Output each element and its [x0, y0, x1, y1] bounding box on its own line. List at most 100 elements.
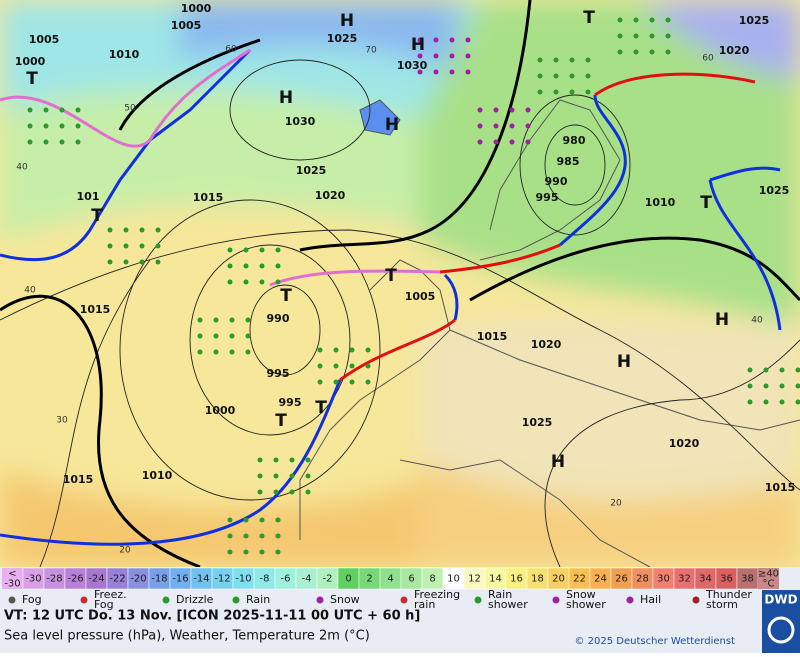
weather-symbol	[334, 348, 339, 353]
pressure-label: 1020	[531, 338, 562, 351]
pressure-label: 1015	[80, 303, 111, 316]
pressure-center: T	[583, 8, 595, 28]
weather-symbol	[554, 58, 559, 63]
pressure-label: 1030	[285, 115, 316, 128]
scale-label: 4	[387, 574, 393, 585]
grid-label: 50	[124, 104, 136, 114]
weather-legend-label: Drizzle	[176, 593, 214, 606]
weather-symbol	[28, 108, 33, 113]
weather-symbol	[258, 458, 263, 463]
weather-symbol	[140, 228, 145, 233]
weather-symbol	[246, 350, 251, 355]
weather-symbol	[350, 380, 355, 385]
weather-symbol	[246, 318, 251, 323]
scale-label: 26	[615, 574, 628, 585]
weather-legend-icon	[475, 597, 482, 604]
weather-symbol	[228, 264, 233, 269]
grid-label: 60	[702, 54, 714, 64]
grid-label: 70	[365, 46, 377, 56]
weather-symbol	[28, 124, 33, 129]
pressure-label: 990	[545, 175, 568, 188]
scale-label: 18	[531, 574, 544, 585]
weather-symbol	[260, 534, 265, 539]
weather-legend-label: Rain	[246, 593, 270, 606]
weather-symbol	[228, 248, 233, 253]
weather-symbol	[230, 334, 235, 339]
weather-legend-icon	[233, 597, 240, 604]
weather-legend-icon	[693, 597, 700, 604]
pressure-center: T	[26, 69, 38, 89]
weather-symbol	[44, 140, 49, 145]
weather-symbol	[260, 550, 265, 555]
pressure-center: H	[411, 35, 425, 55]
scale-label: 6	[408, 574, 414, 585]
weather-symbol	[494, 140, 499, 145]
weather-symbol	[450, 54, 455, 59]
weather-symbol	[554, 90, 559, 95]
weather-symbol	[260, 248, 265, 253]
weather-symbol	[244, 518, 249, 523]
weather-legend-icon	[627, 597, 634, 604]
weather-symbol	[140, 260, 145, 265]
pressure-label: 1005	[171, 19, 202, 32]
weather-symbol	[276, 248, 281, 253]
weather-symbol	[494, 108, 499, 113]
weather-symbol	[510, 124, 515, 129]
pressure-label: 1025	[327, 32, 358, 45]
weather-symbol	[290, 490, 295, 495]
pressure-label: 995	[267, 367, 290, 380]
grid-label: 30	[56, 416, 68, 426]
weather-symbol	[510, 140, 515, 145]
weather-symbol	[276, 550, 281, 555]
scale-label: -16	[172, 574, 188, 585]
pressure-label: 1000	[15, 55, 46, 68]
weather-symbol	[306, 458, 311, 463]
weather-symbol	[274, 474, 279, 479]
weather-symbol	[494, 124, 499, 129]
weather-symbol	[228, 550, 233, 555]
scale-label: -14	[193, 574, 209, 585]
weather-symbol	[780, 384, 785, 389]
scale-label: -12	[214, 574, 230, 585]
scale-label: -20	[130, 574, 146, 585]
weather-symbol	[156, 244, 161, 249]
scale-label: -26	[67, 574, 83, 585]
grid-label: 20	[610, 499, 622, 509]
weather-symbol	[260, 280, 265, 285]
weather-symbol	[76, 108, 81, 113]
weather-symbol	[570, 74, 575, 79]
pressure-label: 980	[563, 134, 586, 147]
weather-symbol	[666, 18, 671, 23]
scale-label: 12	[468, 574, 481, 585]
weather-symbol	[124, 244, 129, 249]
pressure-label: 1020	[719, 44, 750, 57]
dwd-logo: DWD	[764, 593, 797, 607]
weather-symbol	[478, 140, 483, 145]
pressure-label: 1020	[315, 189, 346, 202]
weather-symbol	[228, 280, 233, 285]
scale-label: 30	[657, 574, 670, 585]
weather-symbol	[618, 50, 623, 55]
weather-symbol	[244, 280, 249, 285]
pressure-label: 1000	[181, 2, 212, 15]
grid-label: 40	[751, 316, 763, 326]
scale-label: 20	[552, 574, 565, 585]
weather-symbol	[634, 50, 639, 55]
weather-symbol	[764, 400, 769, 405]
legend: DWD VT: 12 UTC Do. 13 Nov. [ICON 2025-11…	[0, 567, 800, 653]
weather-symbol	[434, 38, 439, 43]
weather-symbol	[228, 518, 233, 523]
weather-symbol	[618, 34, 623, 39]
weather-legend-label: Snow	[330, 593, 360, 606]
weather-symbol	[60, 108, 65, 113]
weather-legend-icon	[163, 597, 170, 604]
pressure-center: H	[340, 11, 354, 31]
scale-label: -2	[323, 574, 333, 585]
pressure-label: 1025	[296, 164, 327, 177]
weather-symbol	[276, 280, 281, 285]
pressure-center: T	[315, 398, 327, 418]
weather-symbol	[538, 74, 543, 79]
weather-symbol	[290, 474, 295, 479]
weather-symbol	[586, 90, 591, 95]
scale-label: 38	[741, 574, 754, 585]
